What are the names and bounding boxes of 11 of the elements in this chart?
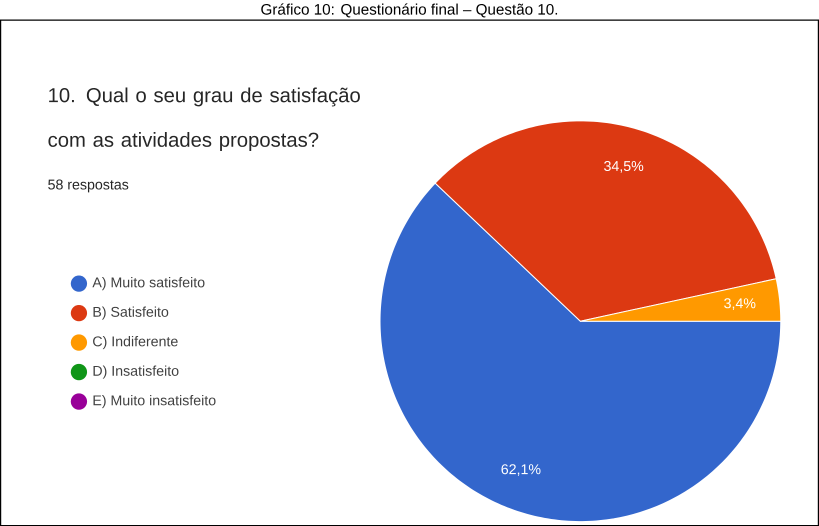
data-label: 34,5%	[604, 160, 644, 173]
legend-label: A) Muito satisfeito	[92, 276, 204, 290]
data-label: 3,4%	[724, 298, 756, 310]
chart-title: 10. Qual o seu grau de satisfação com as atividades propostas?	[48, 87, 360, 151]
legend-label: C) Indiferente	[93, 336, 178, 350]
legend-label: D) Insatisfeito	[94, 365, 178, 379]
legend-label: E) Muito insatisfeito	[94, 394, 216, 408]
legend-label: B) Satisfeito	[94, 306, 168, 320]
data-label: 62,1%	[502, 464, 541, 476]
text: 58 respostas	[48, 179, 128, 192]
text: Gráfico 10: Questionário final – Questão 10.	[261, 3, 558, 18]
